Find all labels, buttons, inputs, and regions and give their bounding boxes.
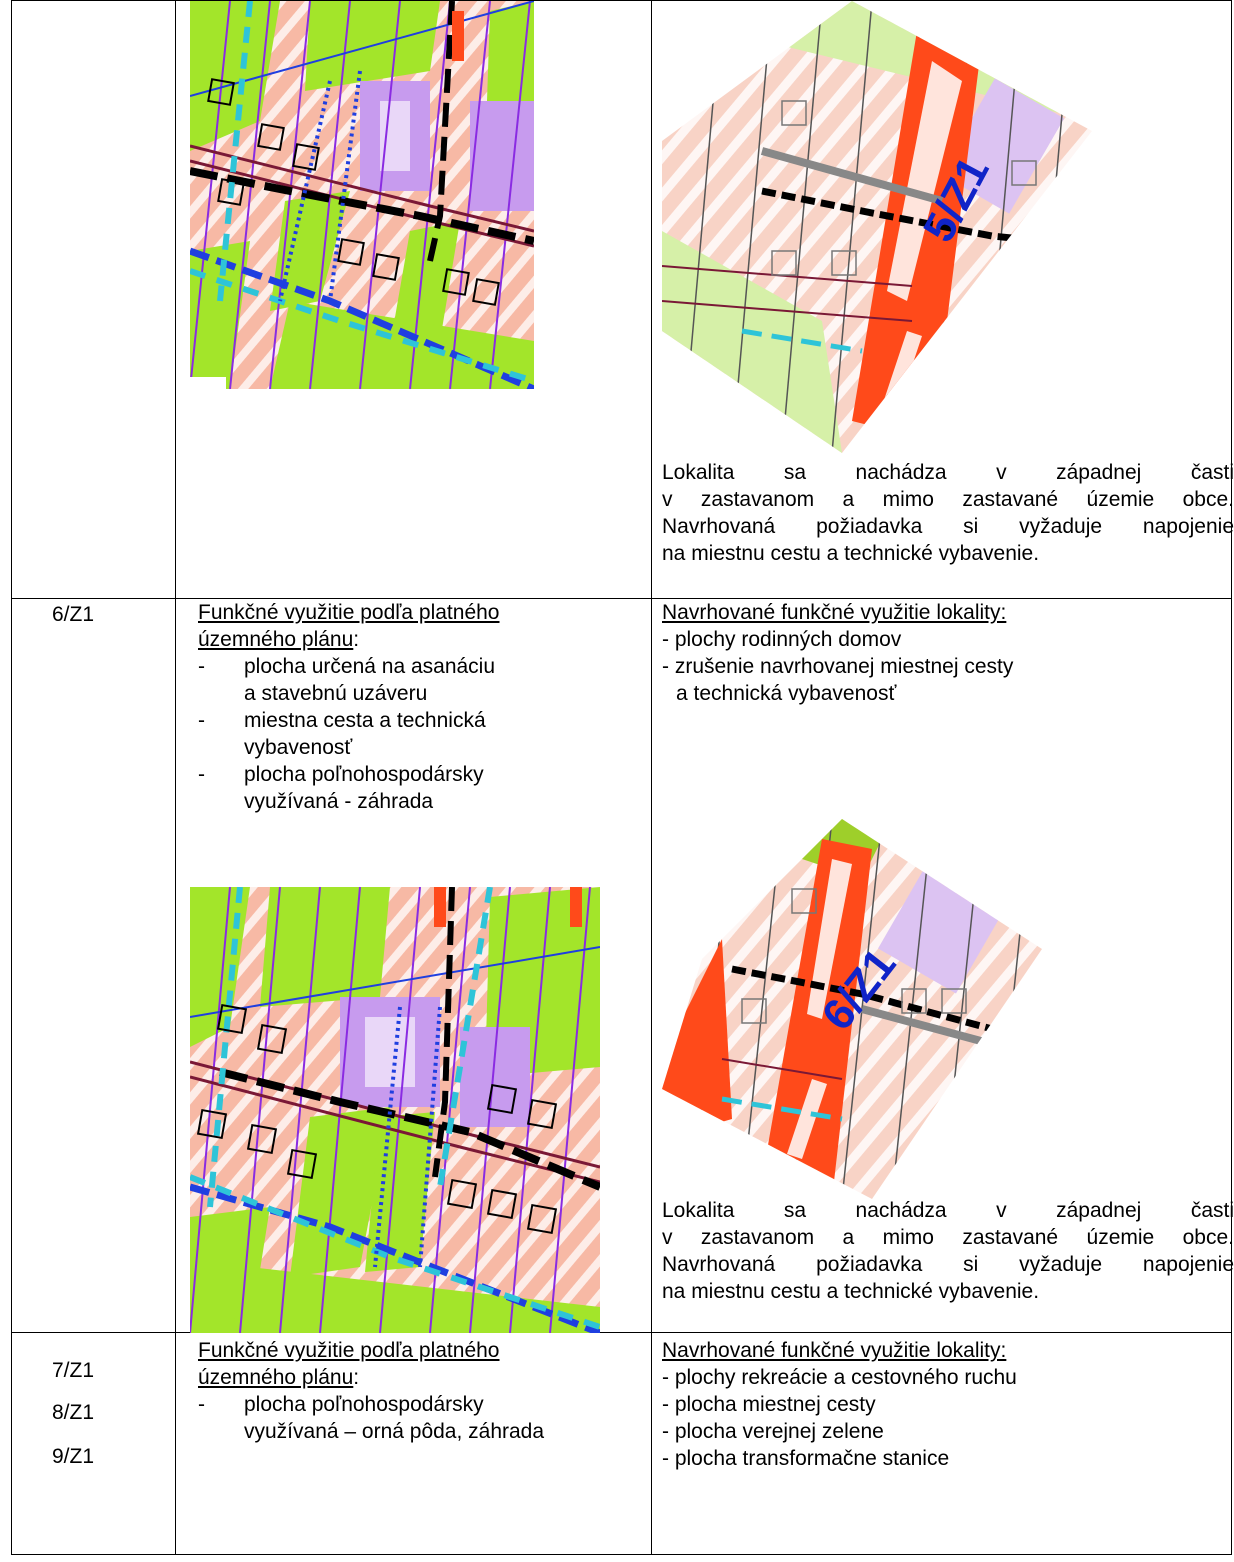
list-item: - plochy rodinných domov [662, 628, 902, 651]
list-item: - plochy rekreácie a cestovného ruchu [662, 1366, 1017, 1389]
proposed-use-heading: Navrhované funkčné využitie lokality: [662, 1339, 1007, 1362]
list-item: - plocha transformačne stanice [662, 1447, 950, 1470]
locality-description-5: Lokalita sa nachádza v západnej časti v … [662, 461, 1234, 565]
current-use-heading: Funkčné využitie podľa platného územného… [198, 1339, 500, 1389]
proposed-use-heading: Navrhované funkčné využitie lokality: [662, 601, 1007, 624]
table-row: 5/Z1 Lokalita sa nachádza v západnej čas… [11, 0, 1234, 599]
current-use-cell [175, 0, 652, 599]
locality-table: 5/Z1 Lokalita sa nachádza v západnej čas… [11, 0, 1234, 1555]
list-item: - plocha miestnej cesty [662, 1393, 876, 1416]
locality-description-6: Lokalita sa nachádza v západnej časti v … [662, 1199, 1234, 1303]
proposed-plan-map-5: 5/Z1 [662, 1, 1092, 453]
list-item: - plocha určená na asanáciu a stavebnú uz… [198, 655, 496, 705]
current-use-list: - plocha určená na asanáciu a stavebnú uz… [198, 653, 495, 815]
list-item: - plocha poľnohospodársky využívaná – orn… [198, 1393, 545, 1443]
current-use-list: - plocha poľnohospodársky využívaná – orn… [198, 1391, 544, 1445]
current-use-cell: Funkčné využitie podľa platného územného… [175, 598, 652, 1333]
locality-id: 8/Z1 [52, 1401, 95, 1424]
proposed-plan-map-6: 6/Z1 [662, 819, 1042, 1199]
proposed-use-cell: Navrhované funkčné využitie lokality: - … [651, 598, 1234, 1333]
current-plan-map-6 [190, 887, 600, 1333]
table-row: 7/Z1 8/Z1 9/Z1 Funkčné využitie podľa pl… [11, 1332, 1232, 1555]
list-item: - plocha poľnohospodársky využívaná - záh… [198, 763, 484, 813]
locality-id: 6/Z1 [52, 603, 95, 626]
list-item: - miestna cesta a technická vybavenosť [198, 709, 486, 759]
locality-id: 7/Z1 [52, 1359, 95, 1382]
proposed-use-cell: 5/Z1 Lokalita sa nachádza v západnej čas… [651, 0, 1234, 599]
current-plan-map-5 [190, 1, 534, 389]
current-use-cell: Funkčné využitie podľa platného územného… [175, 1332, 652, 1555]
locality-id: 9/Z1 [52, 1445, 95, 1468]
list-item: - plocha verejnej zelene [662, 1420, 884, 1443]
locality-cell [11, 0, 176, 599]
current-use-heading: Funkčné využitie podľa platného územného… [198, 601, 500, 651]
locality-cell: 6/Z1 [11, 598, 176, 1333]
proposed-use-list: - plochy rodinných domov - zrušenie navr… [662, 626, 1013, 707]
locality-cell: 7/Z1 8/Z1 9/Z1 [11, 1332, 176, 1555]
table-row: 6/Z1 Funkčné využitie podľa platného úze… [11, 598, 1234, 1333]
proposed-use-list: - plochy rekreácie a cestovného ruchu - … [662, 1364, 1017, 1472]
proposed-use-cell: Navrhované funkčné využitie lokality: - … [651, 1332, 1232, 1555]
list-item: - zrušenie navrhovanej miestnej cesty a t… [662, 655, 1014, 705]
